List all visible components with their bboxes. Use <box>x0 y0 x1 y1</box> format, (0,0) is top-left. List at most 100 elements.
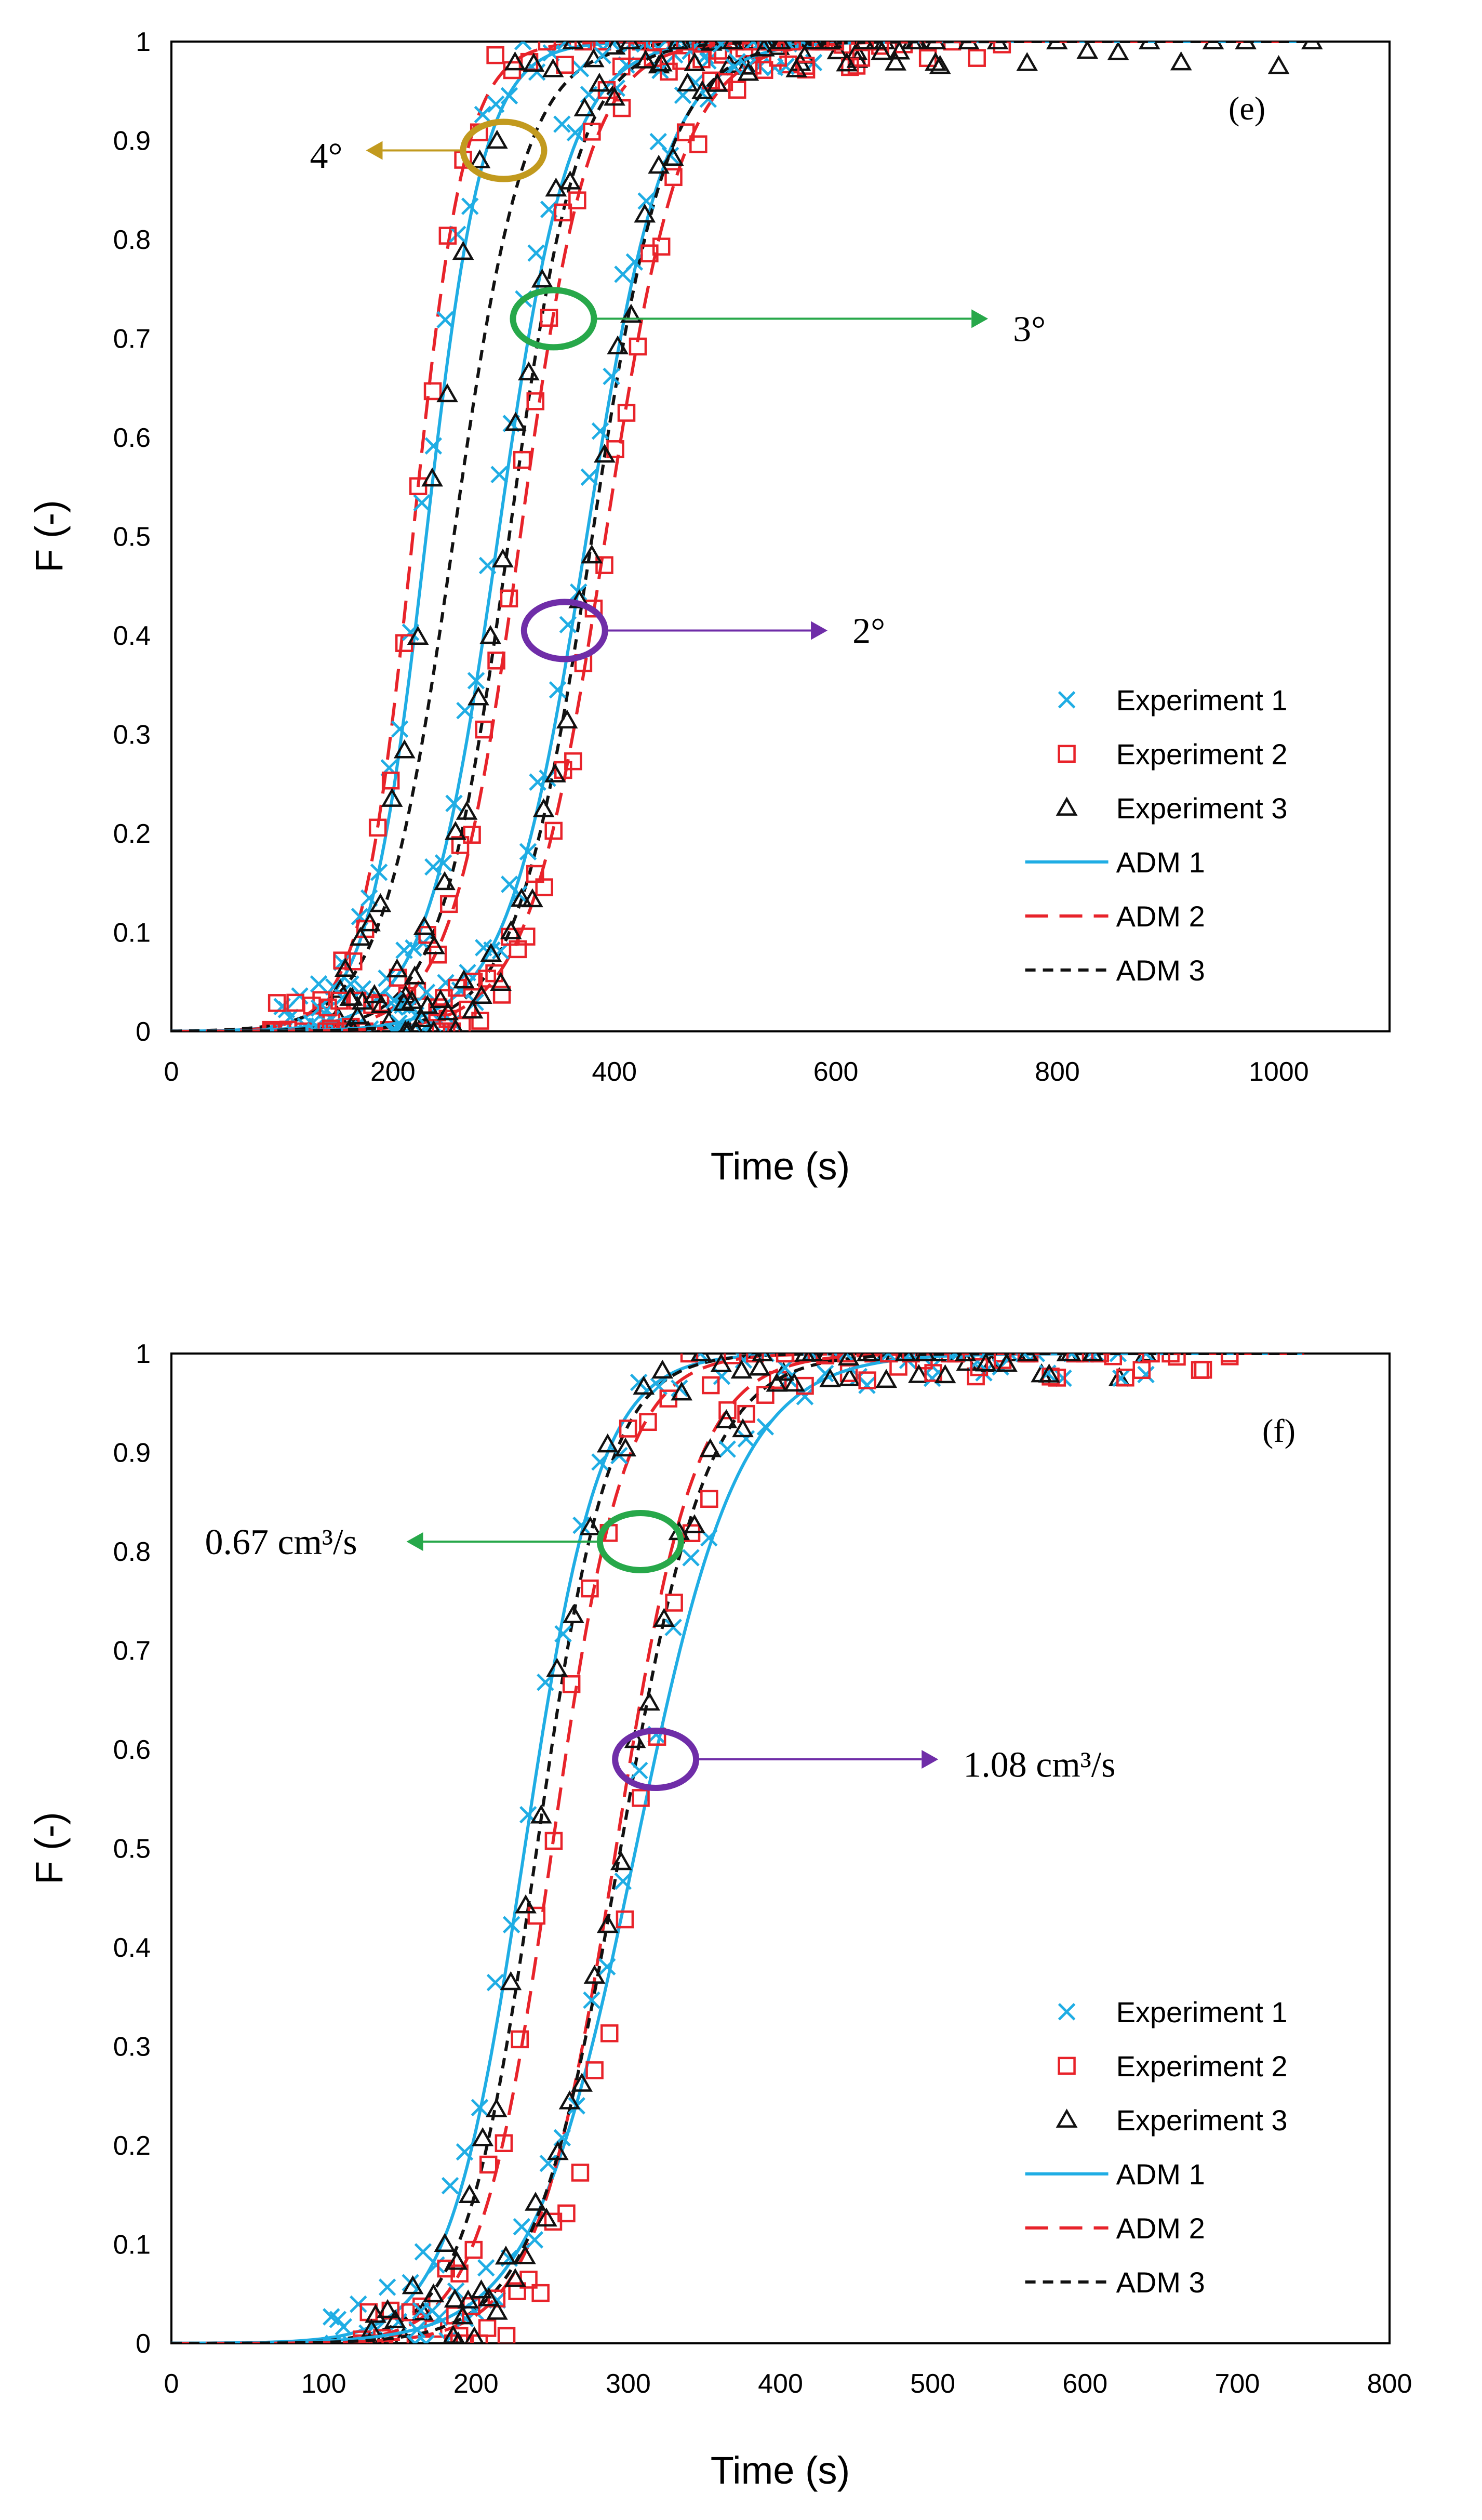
data-point-experiment-1-0-67-cm-s <box>350 2295 367 2313</box>
y-tick-label-e: 0.8 <box>113 225 151 255</box>
legend-e: Experiment 1 Experiment 2 Experiment 3 ADM … <box>1025 684 1288 987</box>
adm-curve-adm-1-2 <box>171 42 1304 1031</box>
data-point-experiment-1-0-67-cm-s <box>554 1625 572 1643</box>
data-point-experiment-1-4 <box>461 197 479 215</box>
annotation-arrowhead-1-08-cm-s <box>922 1750 939 1769</box>
data-point-experiment-1-0-67-cm-s <box>691 1354 710 1362</box>
data-point-experiment-3-2 <box>401 990 423 1009</box>
data-point-experiment-2-3 <box>475 720 493 739</box>
legend-label-experiment-1: Experiment 1 <box>1116 684 1288 717</box>
data-point-experiment-3-0-67-cm-s <box>384 2309 406 2328</box>
data-point-experiment-3-2 <box>691 80 713 99</box>
data-point-experiment-3-3 <box>386 958 408 978</box>
data-point-experiment-3-0-67-cm-s <box>472 2127 494 2146</box>
legend-label-experiment-3: Experiment 3 <box>1116 2104 1288 2137</box>
data-point-experiment-1-2 <box>418 984 436 1001</box>
data-point-experiment-1-2 <box>637 192 655 210</box>
adm-curve-adm-1-0-67-cm-s <box>171 1354 1304 2343</box>
data-point-experiment-2-4 <box>423 382 442 401</box>
data-point-experiment-2-3 <box>326 1022 344 1031</box>
data-point-experiment-3-2 <box>906 42 928 49</box>
legend-swatch-experiment-3 <box>1056 2108 1078 2128</box>
data-point-experiment-2-1-08-cm-s <box>776 1354 794 1363</box>
data-point-experiment-3-4 <box>1235 42 1257 49</box>
data-point-experiment-1-4 <box>391 720 409 738</box>
data-point-experiment-3-3 <box>559 170 581 190</box>
adm-curve-adm-1-4 <box>171 42 1304 1031</box>
data-point-experiment-2-1-08-cm-s <box>444 2334 462 2343</box>
data-point-experiment-3-3 <box>700 42 723 51</box>
data-point-experiment-2-2 <box>535 878 553 896</box>
data-point-experiment-3-1-08-cm-s <box>856 1354 878 1361</box>
data-point-experiment-1-2 <box>591 422 609 440</box>
data-point-experiment-3-4 <box>957 42 980 49</box>
x-tick-label-f: 700 <box>1214 2369 1260 2399</box>
data-point-experiment-1-2 <box>603 367 620 386</box>
y-tick-label-f: 1 <box>136 1339 151 1369</box>
data-point-experiment-2-2 <box>595 556 613 574</box>
data-point-experiment-1-2 <box>649 132 667 151</box>
data-point-experiment-3-2 <box>437 1001 459 1020</box>
data-point-experiment-3-3 <box>346 1005 368 1025</box>
x-tick-label-e: 0 <box>164 1057 179 1087</box>
data-point-experiment-3-0-67-cm-s <box>671 1381 693 1401</box>
data-point-experiment-3-3 <box>684 52 706 71</box>
data-point-experiment-3-4 <box>1267 55 1290 74</box>
x-tick-label-f: 0 <box>164 2369 179 2399</box>
data-point-experiment-3-2 <box>925 51 946 71</box>
data-point-experiment-2-3 <box>554 203 572 222</box>
data-point-experiment-3-0-67-cm-s <box>563 1604 584 1624</box>
legend-label-experiment-2: Experiment 2 <box>1116 2050 1288 2083</box>
data-point-experiment-2-0-67-cm-s <box>464 2240 483 2259</box>
data-point-experiment-3-3 <box>753 42 775 49</box>
data-point-experiment-2-4 <box>672 52 690 70</box>
data-point-experiment-3-3 <box>619 42 641 49</box>
legend-label-adm-3: ADM 3 <box>1116 2266 1205 2299</box>
y-tick-label-e: 0.1 <box>113 918 151 948</box>
data-point-experiment-3-1-08-cm-s <box>525 2192 546 2211</box>
data-point-experiment-3-2 <box>819 42 841 49</box>
data-point-experiment-3-4 <box>1046 42 1068 49</box>
data-point-experiment-1-1-08-cm-s <box>513 2218 531 2236</box>
data-point-experiment-1-3 <box>566 124 584 142</box>
data-point-experiment-3-1-08-cm-s <box>996 1354 1018 1372</box>
data-point-experiment-2-0-67-cm-s <box>701 1376 720 1395</box>
data-point-experiment-2-1-08-cm-s <box>531 2284 550 2302</box>
data-point-experiment-2-0-67-cm-s <box>544 1832 563 1850</box>
data-point-experiment-3-3 <box>492 548 514 568</box>
legend-label-adm-2: ADM 2 <box>1116 2212 1205 2245</box>
data-point-experiment-1-4 <box>500 87 518 105</box>
data-point-experiment-3-0-67-cm-s <box>377 2299 399 2318</box>
legend-label-experiment-1: Experiment 1 <box>1116 1996 1288 2028</box>
data-point-experiment-2-3 <box>660 62 678 81</box>
data-point-experiment-3-2 <box>500 920 522 939</box>
data-point-experiment-2-4 <box>333 951 351 970</box>
annotation-arrowhead-3 <box>971 309 989 328</box>
annotation-label-2: 2° <box>852 611 885 651</box>
data-point-experiment-2-1-08-cm-s <box>557 2204 576 2223</box>
data-point-experiment-3-0-67-cm-s <box>838 1367 861 1386</box>
data-point-experiment-3-2 <box>888 42 911 60</box>
data-point-experiment-3-3 <box>885 51 906 71</box>
data-point-experiment-3-4 <box>604 42 626 55</box>
data-point-experiment-3-3 <box>735 56 757 75</box>
data-point-experiment-2-2 <box>783 42 801 51</box>
data-point-experiment-3-1-08-cm-s <box>801 1354 823 1361</box>
data-point-experiment-3-0-67-cm-s <box>633 1375 655 1395</box>
data-point-experiment-2-1-08-cm-s <box>456 2334 474 2343</box>
data-point-experiment-3-4 <box>694 42 716 49</box>
data-point-experiment-2-3 <box>500 589 518 608</box>
data-point-experiment-3-0-67-cm-s <box>730 1359 753 1379</box>
annotation-arrowhead-0-67-cm-s <box>406 1532 423 1551</box>
annotation-ellipse-1-08-cm-s <box>612 1728 700 1792</box>
data-point-experiment-1-3 <box>478 556 497 575</box>
data-point-experiment-1-0-67-cm-s <box>572 1516 590 1534</box>
data-point-experiment-2-4 <box>943 42 962 51</box>
data-point-experiment-3-0-67-cm-s <box>816 1354 838 1361</box>
data-point-experiment-2-0-67-cm-s <box>724 1354 742 1364</box>
data-point-experiment-3-0-67-cm-s <box>1135 1354 1157 1361</box>
data-point-experiment-3-1-08-cm-s <box>464 2326 484 2343</box>
data-point-experiment-1-1-08-cm-s <box>583 1991 600 2009</box>
panel-label-e: (e) <box>1229 90 1265 127</box>
data-point-experiment-2-3 <box>513 450 531 469</box>
